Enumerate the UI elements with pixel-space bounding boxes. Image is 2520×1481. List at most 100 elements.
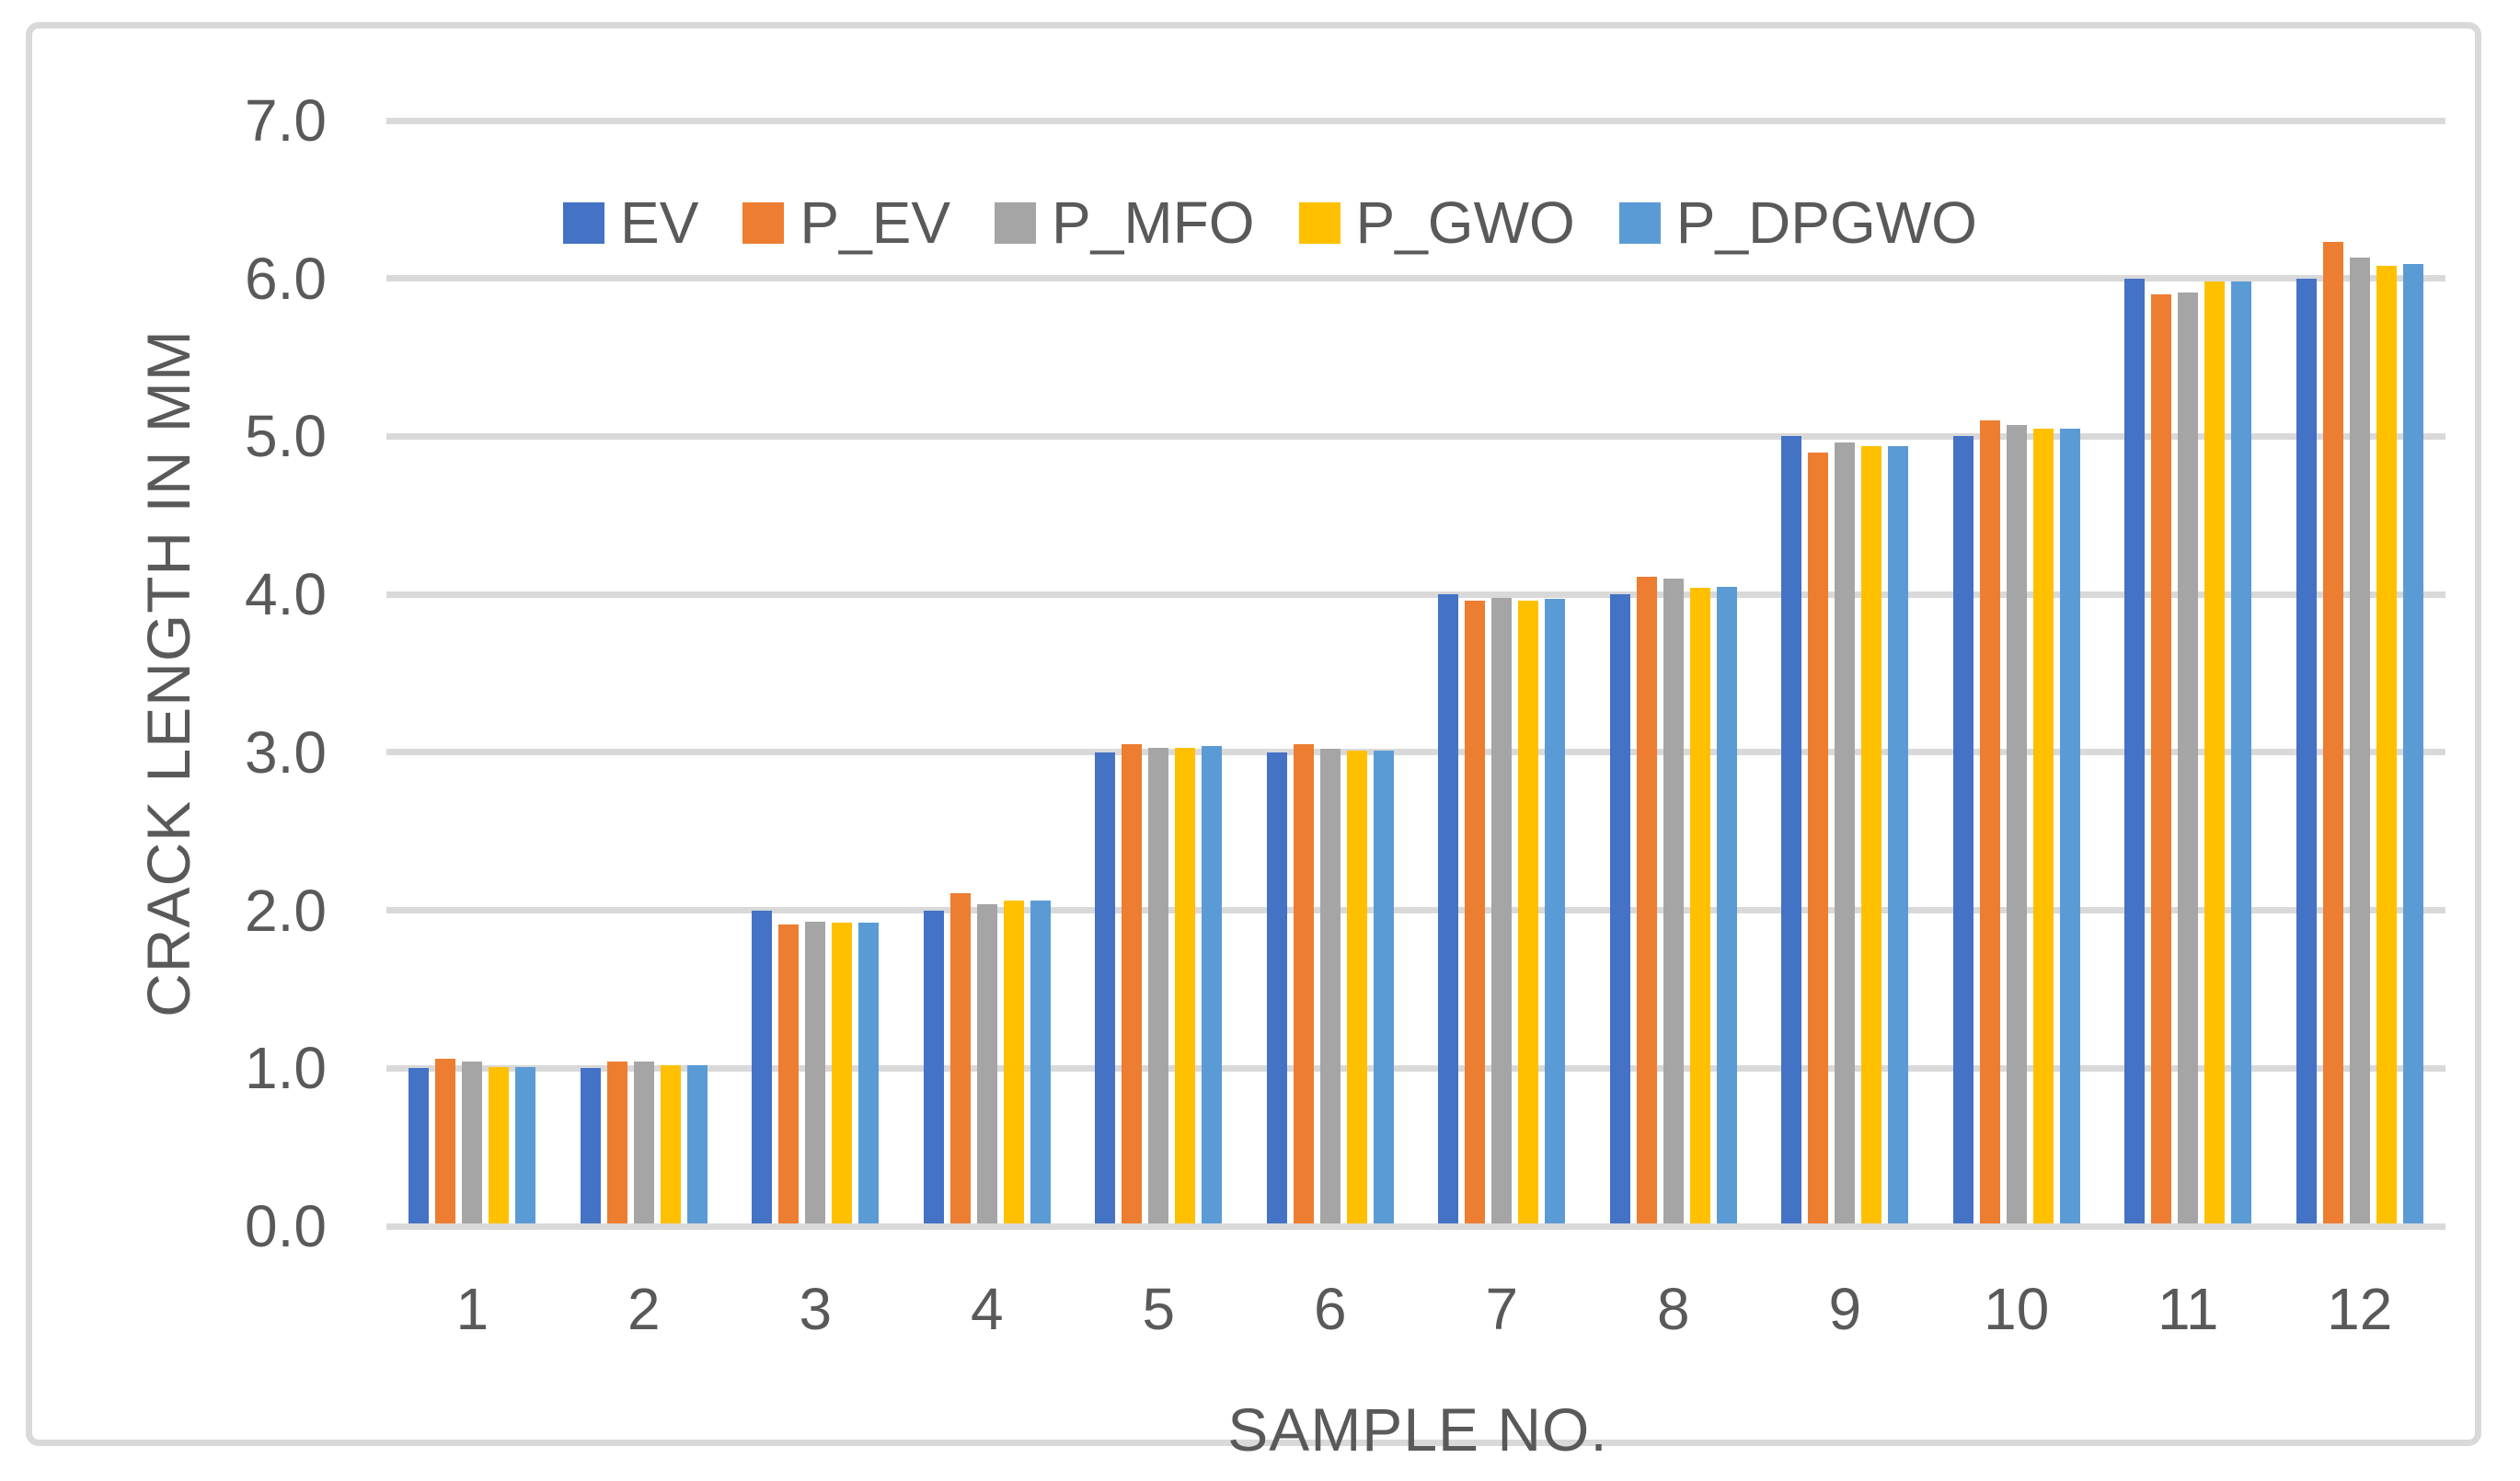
bar-P_MFO-sample-8 [1663,578,1684,1226]
bar-P_GWO-sample-3 [832,923,853,1226]
x-tick-label: 2 [627,1276,661,1342]
bar-P_GWO-sample-8 [1689,588,1710,1226]
legend-item-P_GWO: P_GWO [1298,189,1575,256]
bar-P_EV-sample-5 [1122,744,1143,1226]
legend-label-P_MFO: P_MFO [1052,189,1255,256]
bar-EV-sample-6 [1266,752,1287,1226]
x-tick-label: 4 [970,1276,1004,1342]
legend-swatch-P_EV [742,201,785,244]
legend: EV P_EV P_MFO P_GWO P_DPGWO [563,189,1977,256]
bar-P_EV-sample-3 [778,924,800,1226]
x-tick-label: 11 [2158,1276,2219,1342]
legend-swatch-P_DPGWO [1618,201,1661,244]
bar-EV-sample-8 [1609,594,1630,1226]
x-axis-line [386,1223,2445,1230]
x-tick-label: 6 [1313,1276,1347,1342]
bar-P_DPGWO-sample-4 [1030,901,1051,1226]
x-tick-label: 9 [1828,1276,1862,1342]
legend-label-P_DPGWO: P_DPGWO [1675,189,1977,256]
bar-P_EV-sample-4 [949,892,971,1226]
y-tick-label: 4.0 [245,561,327,628]
bar-EV-sample-4 [923,910,944,1226]
legend-item-EV: EV [563,189,698,256]
gridline [386,749,2445,756]
y-tick-label: 3.0 [245,718,327,786]
bar-EV-sample-2 [580,1068,601,1226]
bar-P_MFO-sample-9 [1835,442,1856,1226]
gridline [386,907,2445,914]
bar-P_MFO-sample-4 [976,903,997,1226]
legend-swatch-P_GWO [1298,201,1341,244]
bar-P_DPGWO-sample-2 [686,1064,708,1226]
bar-P_MFO-sample-1 [462,1062,483,1226]
bar-P_EV-sample-8 [1636,577,1657,1226]
x-tick-label: 3 [799,1276,833,1342]
bar-P_MFO-sample-6 [1319,749,1341,1226]
legend-swatch-P_MFO [995,201,1037,244]
legend-swatch-EV [563,201,604,244]
bar-P_GWO-sample-4 [1003,901,1024,1226]
bar-P_DPGWO-sample-3 [858,923,880,1226]
y-tick-label: 5.0 [245,403,327,470]
legend-item-P_EV: P_EV [742,189,950,256]
gridline [386,591,2445,598]
bar-EV-sample-7 [1438,594,1459,1226]
bar-P_MFO-sample-3 [805,921,826,1226]
y-tick-label: 2.0 [245,877,327,944]
bar-P_DPGWO-sample-6 [1373,751,1394,1226]
gridline [386,117,2445,124]
x-tick-label: 5 [1142,1276,1176,1342]
bar-P_GWO-sample-1 [489,1066,510,1226]
bar-P_DPGWO-sample-5 [1202,746,1223,1226]
bar-P_EV-sample-9 [1808,452,1829,1226]
y-tick-label: 7.0 [245,87,327,154]
bar-P_MFO-sample-7 [1491,597,1513,1226]
x-tick-label: 12 [2327,1276,2393,1342]
bar-P_MFO-sample-12 [2349,258,2370,1226]
plot-area: EV P_EV P_MFO P_GWO P_DPGWO [386,117,2445,1230]
bar-P_GWO-sample-11 [2204,281,2226,1226]
bar-P_EV-sample-1 [435,1058,456,1226]
bar-P_DPGWO-sample-12 [2402,264,2423,1226]
bar-P_DPGWO-sample-1 [515,1066,536,1226]
bar-P_GWO-sample-6 [1346,751,1367,1226]
bar-P_DPGWO-sample-7 [1545,599,1566,1226]
bar-P_DPGWO-sample-9 [1888,445,1909,1226]
bar-P_MFO-sample-10 [2006,425,2027,1226]
bar-P_GWO-sample-10 [2032,428,2054,1226]
bar-P_GWO-sample-5 [1175,747,1196,1226]
bar-P_MFO-sample-5 [1148,747,1169,1226]
bar-P_DPGWO-sample-10 [2059,428,2080,1226]
x-axis-title: SAMPLE NO. [1227,1395,1608,1464]
legend-label-EV: EV [620,189,699,256]
legend-item-P_MFO: P_MFO [995,189,1255,256]
y-tick-label: 6.0 [245,245,327,312]
bar-EV-sample-5 [1095,752,1116,1226]
bar-EV-sample-3 [752,910,773,1226]
y-tick-label: 1.0 [245,1035,327,1102]
bar-P_EV-sample-10 [1979,420,2000,1226]
bar-P_EV-sample-2 [606,1062,627,1226]
x-tick-label: 8 [1656,1276,1690,1342]
gridline [386,432,2445,440]
bar-P_GWO-sample-9 [1861,445,1882,1226]
bar-P_EV-sample-7 [1465,601,1486,1226]
bar-P_MFO-sample-2 [633,1062,654,1226]
bar-P_GWO-sample-2 [660,1064,681,1226]
bar-P_MFO-sample-11 [2178,293,2199,1226]
bar-EV-sample-12 [2296,278,2317,1226]
legend-label-P_GWO: P_GWO [1355,189,1575,256]
bar-P_DPGWO-sample-8 [1716,586,1737,1226]
bar-P_EV-sample-6 [1293,744,1314,1226]
x-tick-label: 1 [455,1276,489,1342]
bar-P_EV-sample-12 [2322,242,2343,1226]
bar-EV-sample-9 [1781,436,1802,1226]
bar-P_EV-sample-11 [2151,293,2172,1226]
bar-EV-sample-1 [408,1068,430,1226]
bar-P_GWO-sample-12 [2376,265,2397,1226]
legend-label-P_EV: P_EV [800,189,951,256]
y-tick-label: 0.0 [245,1193,327,1259]
bar-EV-sample-11 [2124,278,2146,1226]
gridline [386,1064,2445,1072]
